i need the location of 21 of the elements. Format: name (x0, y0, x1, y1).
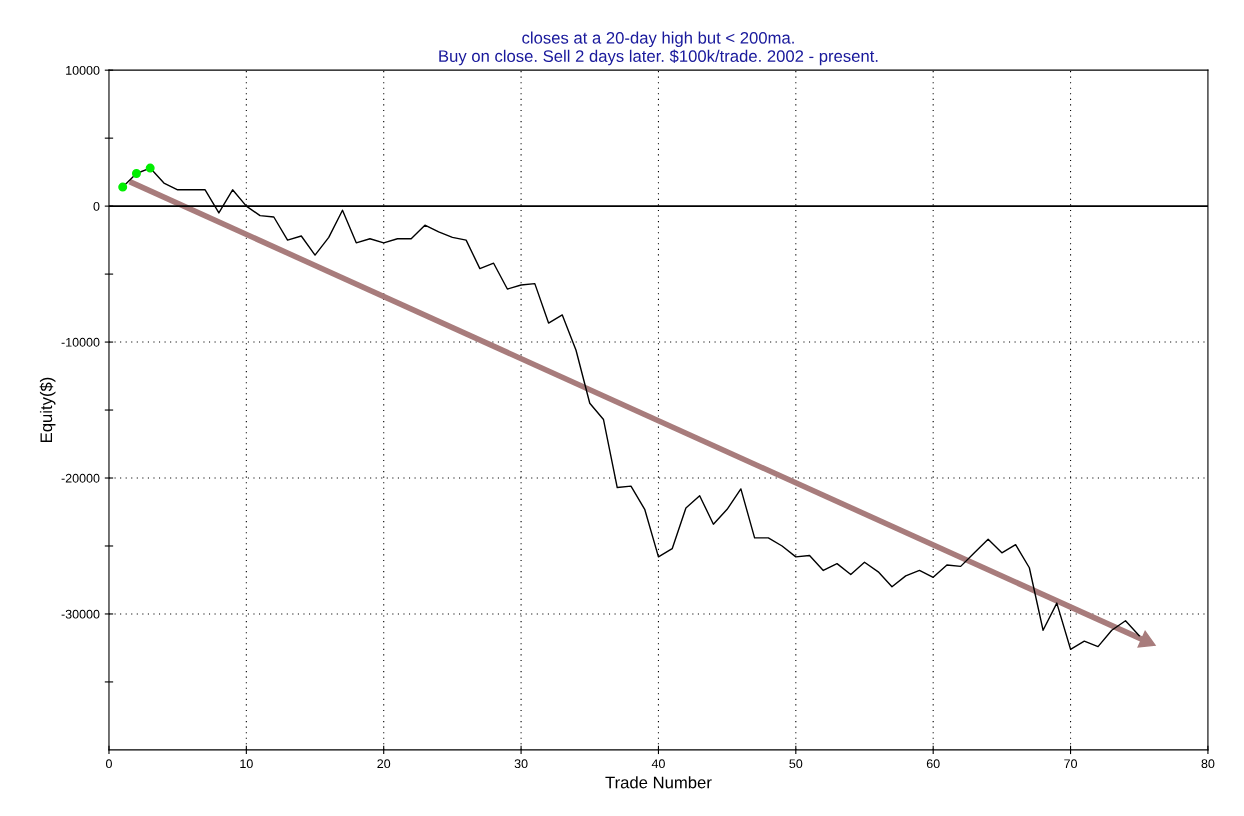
point (131, 168, 141, 178)
x-tick-label: 40 (651, 759, 665, 769)
x-tick-label: 50 (789, 759, 803, 769)
y-tick-label: 10000 (66, 65, 100, 75)
x-tick-label: 30 (514, 759, 528, 769)
point (118, 182, 128, 192)
y-tick-label: -20000 (61, 473, 100, 483)
x-tick-label: 0 (105, 759, 112, 769)
x-tick-label: 70 (1064, 759, 1078, 769)
x-tick-label: 20 (377, 759, 391, 769)
point (145, 163, 155, 173)
y-axis-title: Equity($) (39, 377, 56, 443)
x-tick-label: 10 (240, 759, 253, 769)
x-tick-label: 80 (1201, 759, 1215, 769)
point (1137, 630, 1156, 648)
x-axis-title: Trade Number (605, 776, 712, 789)
y-tick-label: 0 (93, 201, 100, 211)
x-tick-label: 60 (926, 759, 940, 769)
y-tick-label: -10000 (61, 337, 100, 347)
y-tick-label: -30000 (61, 609, 100, 619)
chart-title: closes at a 20-day high but < 200ma. Buy on close. Sell 2 days later. $100k/trade. 2002 - present. (439, 31, 878, 66)
